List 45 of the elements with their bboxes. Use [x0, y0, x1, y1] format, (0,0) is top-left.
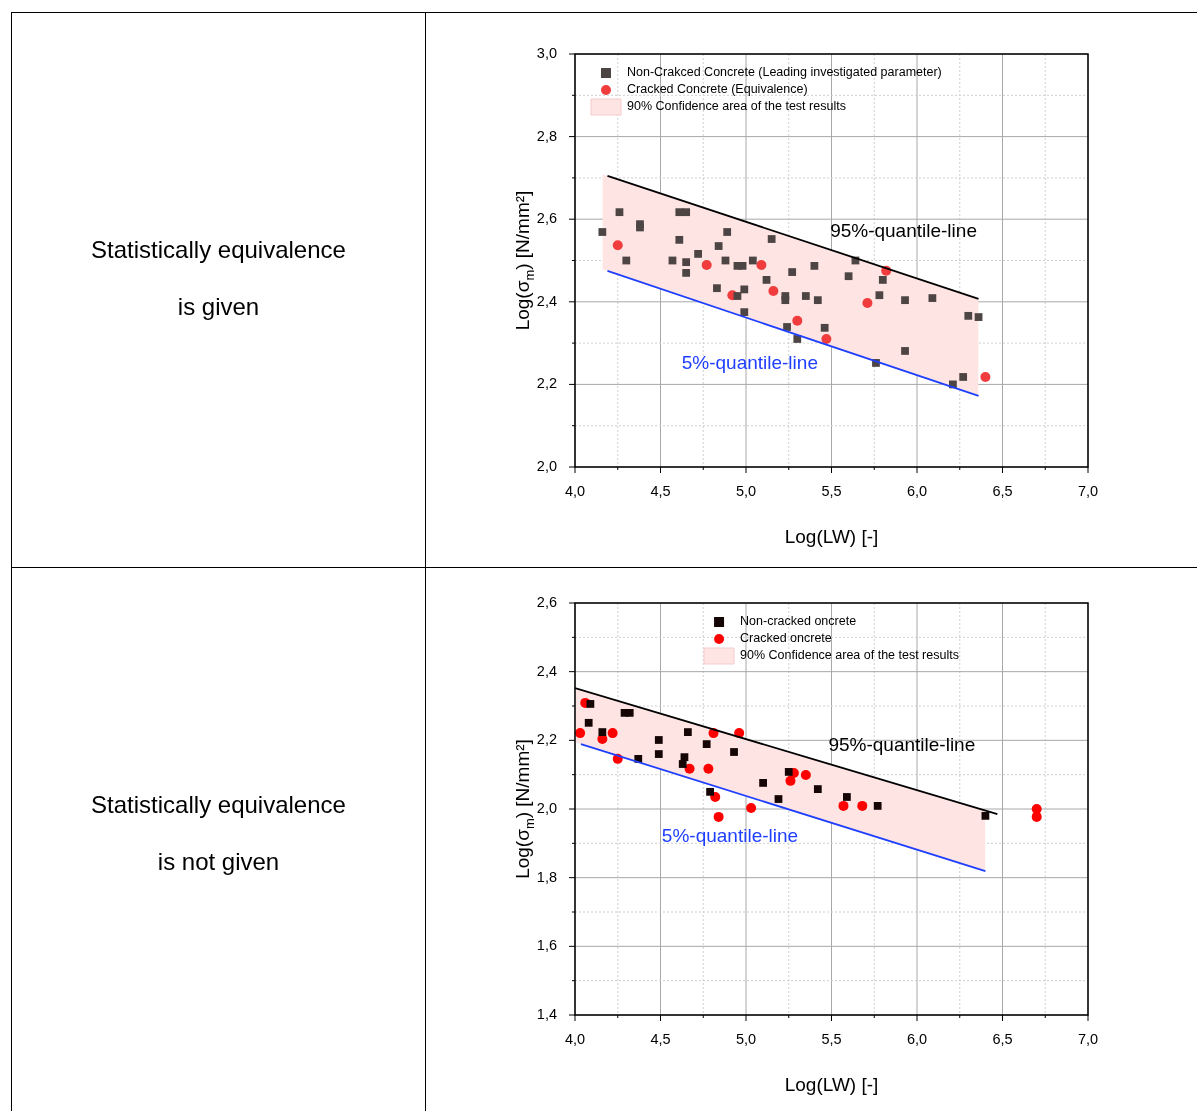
- x-tick-label: 4,0: [564, 1030, 586, 1047]
- text: Statistically equivalence: [90, 790, 347, 820]
- x-tick-label: 6,0: [906, 1030, 928, 1047]
- y-axis-title: Log(σm) [N/mm²]: [512, 739, 537, 879]
- x-tick-label: 6,5: [992, 482, 1013, 499]
- legend-label: Cracked oncrete: [740, 631, 832, 646]
- legend-label: 90% Confidence area of the test results: [740, 648, 959, 663]
- x-tick-label: 5,0: [735, 1030, 757, 1047]
- x-tick-label: 6,5: [992, 1030, 1013, 1047]
- y-tick-label: 1,8: [536, 868, 557, 885]
- series-label: 95%-quantile-line: [830, 220, 977, 242]
- text: is not given: [156, 847, 281, 877]
- legend-label: Non-cracked oncrete: [740, 614, 857, 629]
- series-label: 5%-quantile-line: [661, 825, 799, 847]
- y-tick-label: 2,4: [536, 662, 557, 679]
- x-tick-label: 4,5: [650, 1030, 671, 1047]
- y-tick-label: 1,6: [536, 937, 557, 954]
- x-tick-label: 7,0: [1077, 1030, 1099, 1047]
- y-tick-label: 2,6: [536, 594, 557, 610]
- y-tick-label: 2,2: [536, 375, 557, 392]
- legend-label: 90% Confidence area of the test results: [627, 99, 846, 114]
- y-tick-label: 2,8: [536, 127, 557, 144]
- legend-label: Cracked Concrete (Equivalence): [627, 82, 808, 97]
- text: Statistically equivalence: [90, 235, 347, 265]
- y-tick-label: 3,0: [536, 45, 557, 61]
- y-tick-label: 2,6: [536, 210, 557, 227]
- x-tick-label: 5,5: [821, 482, 842, 499]
- y-tick-label: 2,0: [536, 800, 557, 816]
- x-tick-label: 5,5: [821, 1030, 842, 1047]
- x-tick-label: 7,0: [1077, 482, 1099, 499]
- y-tick-label: 1,4: [536, 1006, 557, 1022]
- legend-label: Non-Crakced Concrete (Leading investigated parameter): [627, 65, 942, 80]
- x-axis-title: Log(LW) [-]: [784, 525, 879, 547]
- series-label: 95%-quantile-line: [828, 734, 976, 756]
- text: is given: [176, 292, 261, 322]
- x-tick-label: 5,0: [735, 482, 757, 499]
- y-tick-label: 2,2: [536, 731, 557, 748]
- x-axis-title: Log(LW) [-]: [784, 1073, 879, 1095]
- series-label: 5%-quantile-line: [681, 351, 818, 373]
- y-tick-label: 2,0: [536, 458, 557, 474]
- x-tick-label: 4,5: [650, 482, 671, 499]
- y-axis-title: Log(σm) [N/mm²]: [512, 190, 537, 331]
- y-tick-label: 2,4: [536, 292, 557, 309]
- x-tick-label: 6,0: [906, 482, 928, 499]
- x-tick-label: 4,0: [564, 482, 586, 499]
